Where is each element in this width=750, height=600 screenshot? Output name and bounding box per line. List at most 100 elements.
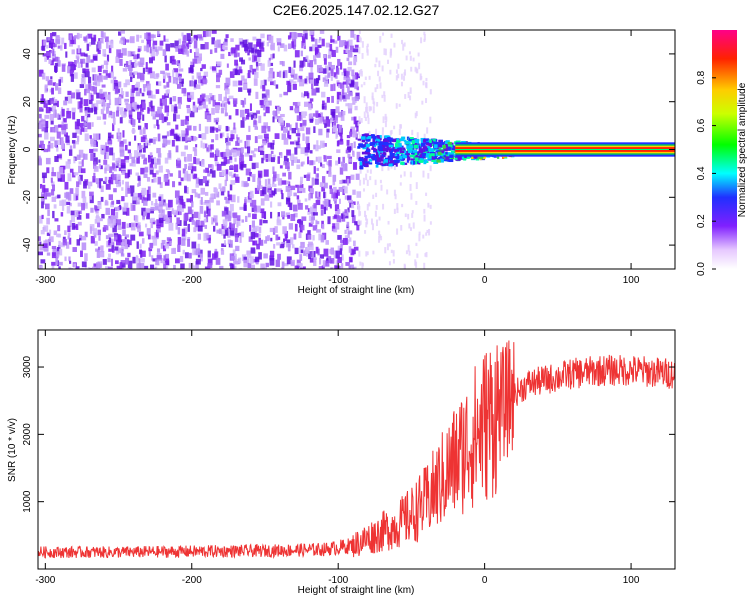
noise-cell: [230, 134, 235, 140]
signal-cell: [403, 162, 408, 165]
noise-cell: [256, 185, 260, 191]
noise-cell: [133, 63, 138, 67]
noise-cell: [226, 136, 230, 145]
noise-cell: [63, 118, 67, 123]
noise-cell: [232, 68, 235, 75]
noise-cell: [381, 65, 384, 72]
noise-cell: [275, 84, 279, 89]
y-tick-label: 0: [22, 146, 33, 152]
noise-cell: [364, 210, 367, 218]
noise-cell: [51, 167, 54, 174]
noise-cell: [125, 257, 130, 265]
noise-cell: [328, 159, 332, 167]
noise-cell: [329, 258, 335, 264]
noise-cell: [129, 51, 134, 57]
noise-cell: [249, 103, 252, 111]
noise-cell: [169, 97, 172, 105]
noise-cell: [292, 101, 298, 106]
noise-cell: [270, 42, 275, 51]
noise-cell: [146, 177, 151, 182]
noise-cell: [107, 257, 111, 263]
noise-cell: [117, 134, 122, 142]
noise-cell: [98, 178, 103, 182]
noise-cell: [311, 177, 315, 186]
noise-cell: [372, 194, 375, 199]
noise-cell: [250, 231, 256, 240]
signal-cell: [371, 157, 375, 161]
noise-cell: [123, 111, 127, 117]
noise-cell: [400, 174, 403, 178]
noise-cell: [158, 196, 162, 202]
noise-cell: [145, 212, 148, 217]
noise-cell: [51, 172, 57, 177]
noise-cell: [374, 87, 377, 93]
noise-cell: [102, 113, 107, 120]
noise-cell: [114, 83, 119, 90]
noise-cell: [195, 219, 200, 228]
noise-cell: [231, 47, 236, 54]
noise-cell: [286, 158, 289, 162]
signal-cell: [366, 145, 369, 150]
noise-cell: [286, 256, 292, 265]
noise-cell: [339, 130, 343, 137]
noise-cell: [191, 241, 197, 249]
noise-cell: [102, 91, 107, 98]
noise-cell: [424, 253, 427, 257]
noise-cell: [165, 43, 171, 52]
noise-cell: [293, 212, 298, 218]
noise-cell: [103, 225, 109, 231]
noise-cell: [66, 110, 72, 119]
noise-cell: [217, 125, 222, 130]
noise-cell: [309, 188, 314, 195]
noise-cell: [165, 258, 170, 266]
noise-cell: [270, 62, 274, 67]
noise-cell: [322, 142, 327, 147]
noise-cell: [195, 183, 200, 188]
noise-cell: [346, 226, 350, 231]
noise-cell: [151, 255, 154, 261]
noise-cell: [153, 124, 156, 129]
noise-cell: [49, 113, 54, 121]
noise-cell: [85, 35, 89, 39]
signal-cell: [375, 160, 379, 165]
noise-cell: [342, 95, 346, 99]
noise-cell: [186, 125, 192, 131]
noise-cell: [181, 87, 187, 94]
noise-cell: [206, 147, 209, 151]
noise-cell: [145, 208, 151, 213]
noise-cell: [136, 152, 142, 157]
noise-cell: [98, 159, 101, 163]
noise-cell: [323, 154, 326, 159]
noise-cell: [164, 214, 169, 220]
noise-cell: [288, 223, 293, 230]
noise-cell: [172, 181, 176, 188]
noise-cell: [301, 35, 306, 40]
noise-cell: [163, 202, 167, 207]
noise-cell: [173, 133, 178, 140]
noise-cell: [85, 213, 90, 219]
noise-cell: [118, 235, 122, 243]
noise-cell: [287, 130, 290, 139]
noise-cell: [346, 77, 351, 81]
noise-cell: [408, 250, 411, 256]
noise-cell: [238, 80, 243, 86]
noise-cell: [120, 260, 126, 264]
noise-cell: [223, 156, 228, 165]
noise-cell: [291, 31, 297, 40]
noise-cell: [223, 240, 226, 246]
signal-cell: [383, 141, 389, 146]
noise-cell: [183, 47, 188, 55]
noise-cell: [70, 74, 74, 82]
noise-cell: [337, 58, 341, 67]
noise-cell: [99, 165, 103, 170]
noise-cell: [169, 56, 172, 64]
noise-cell: [60, 44, 63, 51]
noise-cell: [111, 242, 115, 250]
noise-cell: [411, 213, 414, 218]
noise-cell: [40, 265, 43, 269]
noise-cell: [289, 202, 293, 211]
noise-cell: [398, 103, 401, 107]
noise-cell: [334, 200, 337, 204]
noise-cell: [318, 37, 322, 41]
